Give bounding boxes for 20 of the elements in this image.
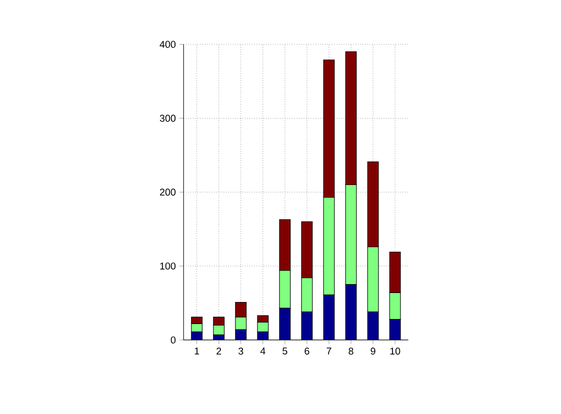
- x-tick-label: 8: [348, 348, 354, 355]
- x-tick-label: 10: [390, 348, 400, 355]
- x-tick-label: 6: [304, 348, 310, 355]
- x-tick-label: 9: [370, 348, 376, 355]
- x-tick-label: 4: [260, 348, 266, 354]
- bar: [368, 312, 378, 340]
- bar: [346, 284, 356, 340]
- x-tick-label: 5: [282, 348, 288, 355]
- bar: [302, 312, 312, 340]
- y-tick-label: 0: [170, 336, 176, 344]
- y-tick-label: 300: [160, 114, 176, 122]
- bar: [324, 294, 334, 340]
- x-tick-label: 2: [216, 348, 222, 355]
- y-tick-label: 200: [160, 188, 176, 196]
- y-tick-label: 400: [160, 40, 176, 48]
- x-tick-label: 7: [326, 348, 332, 354]
- x-tick-label: 3: [238, 348, 244, 355]
- x-tick-label: 1: [194, 348, 200, 354]
- bar: [279, 308, 290, 340]
- y-tick-label: 100: [160, 262, 176, 270]
